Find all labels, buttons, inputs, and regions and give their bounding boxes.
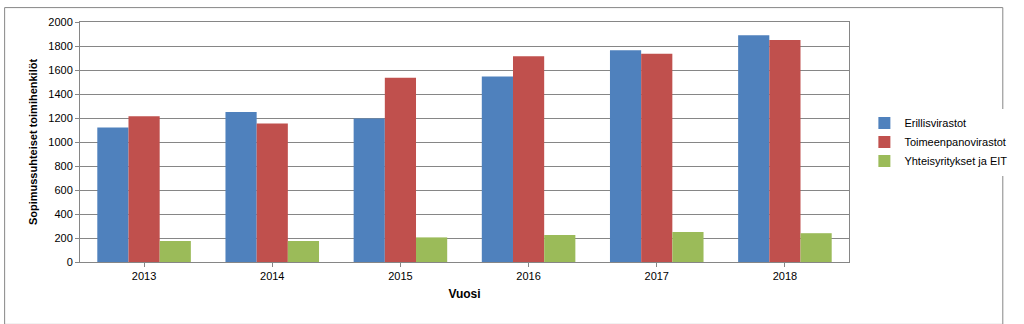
svg-text:1200: 1200 bbox=[48, 112, 72, 124]
svg-text:2015: 2015 bbox=[388, 270, 412, 282]
svg-text:Sopimussuhteiset toimihenkilöt: Sopimussuhteiset toimihenkilöt bbox=[27, 59, 39, 226]
svg-text:1400: 1400 bbox=[48, 88, 72, 100]
svg-text:2014: 2014 bbox=[260, 270, 284, 282]
svg-text:600: 600 bbox=[54, 184, 72, 196]
svg-text:200: 200 bbox=[54, 232, 72, 244]
svg-text:Toimeenpanovirastot: Toimeenpanovirastot bbox=[904, 136, 1006, 148]
svg-text:1000: 1000 bbox=[48, 136, 72, 148]
svg-text:0: 0 bbox=[67, 256, 73, 268]
svg-text:Erillisvirastot: Erillisvirastot bbox=[904, 117, 966, 129]
svg-text:1600: 1600 bbox=[48, 64, 72, 76]
svg-text:2000: 2000 bbox=[48, 16, 72, 28]
svg-text:2018: 2018 bbox=[773, 270, 797, 282]
svg-text:2013: 2013 bbox=[132, 270, 156, 282]
svg-text:2017: 2017 bbox=[645, 270, 669, 282]
svg-text:1800: 1800 bbox=[48, 40, 72, 52]
svg-text:800: 800 bbox=[54, 160, 72, 172]
svg-text:Yhteisyritykset ja EIT: Yhteisyritykset ja EIT bbox=[904, 155, 1007, 167]
svg-text:2016: 2016 bbox=[516, 270, 540, 282]
svg-text:400: 400 bbox=[54, 208, 72, 220]
svg-text:Vuosi: Vuosi bbox=[448, 287, 480, 301]
